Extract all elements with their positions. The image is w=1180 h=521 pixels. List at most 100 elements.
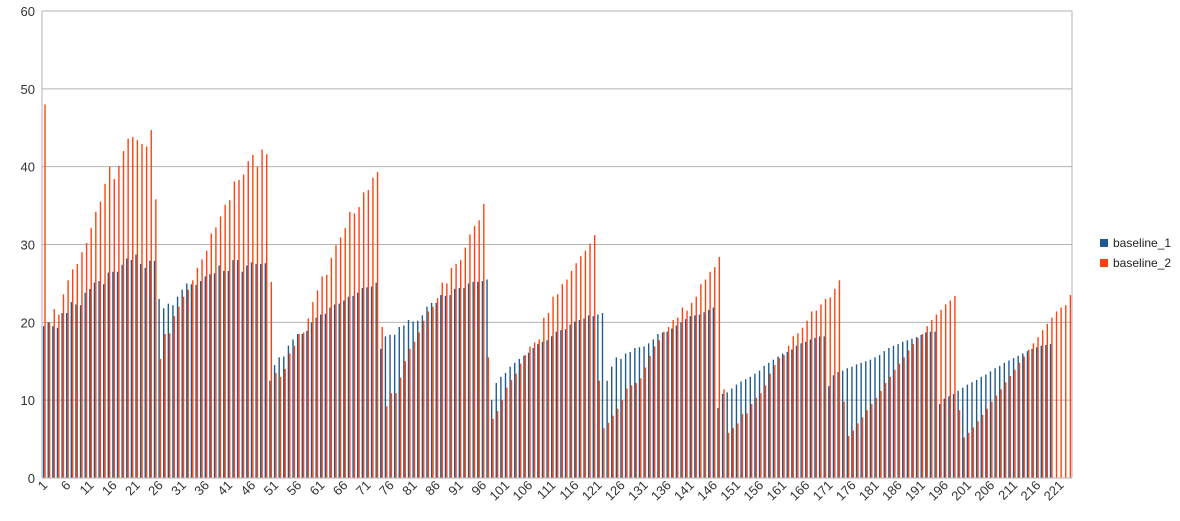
x-tick-label: 146	[694, 478, 720, 504]
bar-baseline_2-99	[496, 411, 499, 478]
bar-baseline_2-187	[903, 357, 905, 478]
x-tick-label: 11	[76, 478, 96, 498]
bar-baseline_1-64	[333, 304, 336, 478]
x-tick-label: 76	[376, 478, 397, 499]
bar-baseline_1-31	[181, 289, 183, 478]
bar-baseline_2-108	[538, 339, 540, 478]
x-tick-label: 171	[810, 478, 836, 504]
bar-baseline_1-205	[985, 374, 987, 478]
bar-baseline_1-172	[832, 375, 835, 478]
bar-baseline_1-73	[375, 282, 377, 478]
bar-baseline_1-116	[574, 321, 576, 478]
bar-baseline_2-50	[270, 281, 273, 478]
bar-baseline_1-42	[232, 260, 234, 478]
bar-baseline_1-70	[361, 288, 364, 478]
bar-baseline_1-191	[920, 334, 922, 478]
bar-baseline_1-186	[897, 344, 899, 478]
bar-baseline_2-203	[977, 421, 979, 478]
bar-baseline_1-147	[717, 407, 719, 478]
bar-baseline_2-48	[261, 149, 263, 479]
bar-baseline_1-128	[629, 351, 631, 478]
x-tick-label: 46	[237, 478, 258, 499]
x-tick-label: 1	[35, 478, 51, 494]
bar-baseline_1-198	[952, 393, 955, 478]
bar-baseline_2-145	[709, 271, 711, 478]
bar-baseline_1-98	[490, 400, 493, 478]
bar-baseline_2-212	[1018, 362, 1021, 478]
bar-baseline_1-18	[121, 264, 123, 478]
bar-baseline_2-168	[815, 310, 818, 478]
x-tick-label: 206	[971, 478, 997, 504]
x-tick-label: 201	[948, 478, 974, 504]
bar-baseline_1-204	[980, 376, 982, 478]
bar-baseline_2-195	[940, 309, 942, 478]
x-tick-label: 166	[787, 478, 813, 504]
bar-baseline_1-6	[66, 312, 68, 478]
bar-baseline_2-156	[760, 393, 762, 478]
bar-baseline_1-174	[841, 370, 844, 478]
bar-baseline_1-50	[269, 380, 271, 478]
x-tick-label: 51	[261, 478, 282, 499]
bar-baseline_1-49	[264, 263, 267, 478]
bar-baseline_1-2	[47, 322, 49, 478]
bar-baseline_1-209	[1003, 362, 1006, 478]
bar-baseline_1-21	[135, 254, 137, 478]
bar-baseline_2-74	[381, 327, 383, 478]
bar-baseline_1-65	[338, 303, 340, 478]
bar-baseline_2-66	[344, 228, 346, 478]
bar-baseline_2-103	[515, 373, 517, 478]
bar-baseline_1-176	[851, 366, 853, 478]
bar-baseline_1-192	[925, 332, 927, 478]
bar-baseline_2-97	[487, 357, 490, 478]
x-tick-label: 141	[671, 478, 697, 504]
bar-baseline_2-127	[626, 388, 628, 478]
bar-baseline_1-11	[89, 288, 91, 478]
bar-baseline_2-81	[413, 341, 416, 478]
bar-baseline_1-51	[273, 365, 276, 478]
bar-baseline_1-131	[643, 346, 645, 478]
bar-baseline_1-100	[500, 376, 502, 478]
bar-baseline_2-17	[118, 165, 120, 478]
bar-baseline_1-92	[463, 288, 465, 478]
bar-baseline_2-100	[501, 400, 503, 478]
bar-baseline_2-31	[182, 296, 185, 478]
bar-baseline_1-206	[989, 371, 992, 478]
bar-baseline_2-182	[880, 390, 882, 478]
bar-baseline_1-56	[296, 334, 299, 478]
bar-baseline_2-214	[1028, 349, 1030, 478]
series-baseline-1-bars	[42, 254, 1052, 479]
bar-baseline_1-117	[578, 320, 581, 478]
bar-baseline_2-186	[898, 363, 901, 478]
bar-baseline_1-119	[587, 315, 590, 478]
bar-baseline_2-32	[187, 289, 189, 478]
bar-baseline_2-165	[801, 327, 804, 478]
bar-baseline_2-208	[1000, 389, 1002, 478]
bar-baseline_2-65	[339, 237, 342, 478]
y-tick-label: 50	[21, 82, 35, 97]
bar-baseline_2-20	[132, 137, 134, 478]
bar-baseline_1-33	[190, 284, 193, 478]
bar-baseline_2-86	[436, 298, 439, 478]
bar-baseline_1-82	[417, 320, 419, 478]
bar-baseline_2-216	[1037, 337, 1039, 478]
bar-baseline_1-213	[1022, 353, 1024, 478]
bar-baseline_1-89	[449, 295, 451, 478]
x-tick-label: 156	[740, 478, 766, 504]
bar-baseline_1-141	[689, 316, 691, 478]
bar-baseline_2-219	[1051, 317, 1053, 478]
bar-baseline_2-199	[958, 410, 961, 478]
legend-swatch-baseline_2	[1100, 259, 1108, 267]
bar-baseline_1-71	[366, 287, 368, 478]
bar-baseline_2-148	[723, 389, 725, 478]
bar-baseline_1-171	[828, 386, 830, 478]
bar-baseline_1-55	[292, 339, 294, 478]
bar-baseline_2-136	[667, 327, 670, 478]
bar-baseline_1-67	[347, 296, 350, 478]
bar-baseline_2-173	[838, 280, 841, 478]
bar-baseline_2-36	[205, 250, 208, 478]
bar-baseline_2-104	[520, 363, 522, 478]
bar-baseline_2-169	[820, 304, 822, 478]
bar-baseline_2-63	[330, 257, 333, 478]
bar-baseline_2-147	[718, 256, 721, 478]
bar-baseline_1-146	[712, 307, 715, 478]
